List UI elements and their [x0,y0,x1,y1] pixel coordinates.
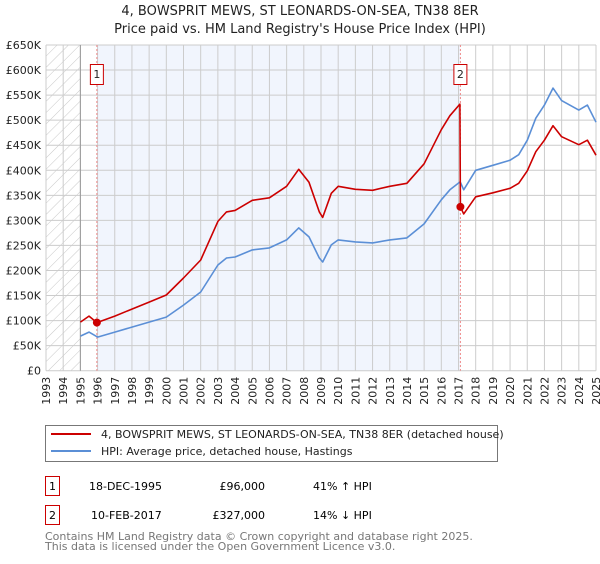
property-price-line [79,103,597,324]
marker-box-1 [45,476,60,496]
y-tick-label: £450K [6,139,42,152]
transaction-date: 18-DEC-1995 [89,480,162,493]
transaction-row: 1 18-DEC-1995 £96,000 41% ↑ HPI [45,476,372,496]
y-tick-label: £400K [6,164,42,177]
transaction-hpi-diff: 14% ↓ HPI [313,509,372,522]
y-tick-label: £500K [6,114,42,127]
x-tick-label: 2003 [212,377,225,405]
hpi-line [80,87,597,338]
x-tick-label: 2010 [332,377,345,405]
sale-label: 2 [457,68,464,81]
x-tick-label: 2024 [573,377,586,405]
y-tick-label: £200K [6,264,42,277]
x-tick-label: 1997 [109,377,122,405]
sale-label: 1 [93,68,100,81]
chart-title: 4, BOWSPRIT MEWS, ST LEONARDS-ON-SEA, TN… [121,4,478,19]
y-tick-label: £50K [13,340,42,353]
sale-label-box [453,64,468,85]
transaction-price: £96,000 [220,480,266,493]
x-tick-label: 2006 [263,377,276,405]
ownership-period-shade [96,45,461,371]
transaction-number: 1 [49,480,56,493]
x-tick-label: 2009 [315,377,328,405]
x-tick-label: 2015 [418,377,431,405]
x-tick-label: 2020 [504,377,517,405]
x-tick-label: 2005 [246,377,259,405]
x-tick-label: 2008 [298,377,311,405]
x-tick-label: 2022 [538,377,551,405]
x-tick-label: 2016 [435,377,448,405]
x-tick-label: 2004 [229,377,242,405]
x-tick-label: 1994 [57,377,70,405]
x-tick-label: 1999 [143,377,156,405]
sale-point [92,318,101,327]
x-tick-label: 2012 [367,377,380,405]
x-tick-label: 2002 [195,377,208,405]
x-tick-label: 2014 [401,377,414,405]
y-tick-label: £300K [6,214,42,227]
x-tick-label: 2017 [453,377,466,405]
x-tick-label: 2019 [487,377,500,405]
x-tick-label: 2001 [178,377,191,405]
x-tick-label: 2007 [281,377,294,405]
plot-area: 1993 1994 1995 1996 1997 1998 1999 2000 2001 2002… [6,39,600,405]
chart-subtitle: Price paid vs. HM Land Registry's House … [114,22,486,37]
y-tick-label: £600K [6,64,42,77]
y-tick-label: £350K [6,189,42,202]
sale-label-box [89,64,104,85]
x-tick-label: 2018 [470,377,483,405]
x-tick-label: 1998 [126,377,139,405]
x-tick-label: 1993 [40,377,53,405]
x-tick-label: 2021 [521,377,534,405]
y-tick-label: £250K [6,239,42,252]
x-tick-label: 2023 [556,377,569,405]
transaction-hpi-diff: 41% ↑ HPI [313,480,372,493]
x-tick-label: 2025 [590,377,600,405]
y-tick-label: £550K [6,89,42,102]
y-tick-label: £0 [27,365,41,378]
y-tick-label: £650K [6,39,42,52]
x-tick-label: 1995 [74,377,87,405]
legend-label-hpi: HPI: Average price, detached house, Hast… [101,445,353,458]
x-tick-label: 2000 [160,377,173,405]
transaction-number: 2 [49,509,56,522]
x-tick-label: 1996 [92,377,105,405]
transaction-price: £327,000 [213,509,266,522]
legend: 4, BOWSPRIT MEWS, ST LEONARDS-ON-SEA, TN… [45,425,504,462]
transaction-date: 10-FEB-2017 [91,509,162,522]
sale-point [456,202,465,211]
x-tick-label: 2011 [349,377,362,405]
footer-licence: This data is licensed under the Open Gov… [44,540,395,553]
y-tick-label: £100K [6,315,42,328]
legend-label-property: 4, BOWSPRIT MEWS, ST LEONARDS-ON-SEA, TN… [101,428,504,441]
transaction-row: 2 10-FEB-2017 £327,000 14% ↓ HPI [45,505,372,525]
x-tick-label: 2013 [384,377,397,405]
y-tick-label: £150K [6,290,42,303]
marker-box-2 [45,505,60,525]
footer-copyright: Contains HM Land Registry data © Crown c… [45,530,473,543]
